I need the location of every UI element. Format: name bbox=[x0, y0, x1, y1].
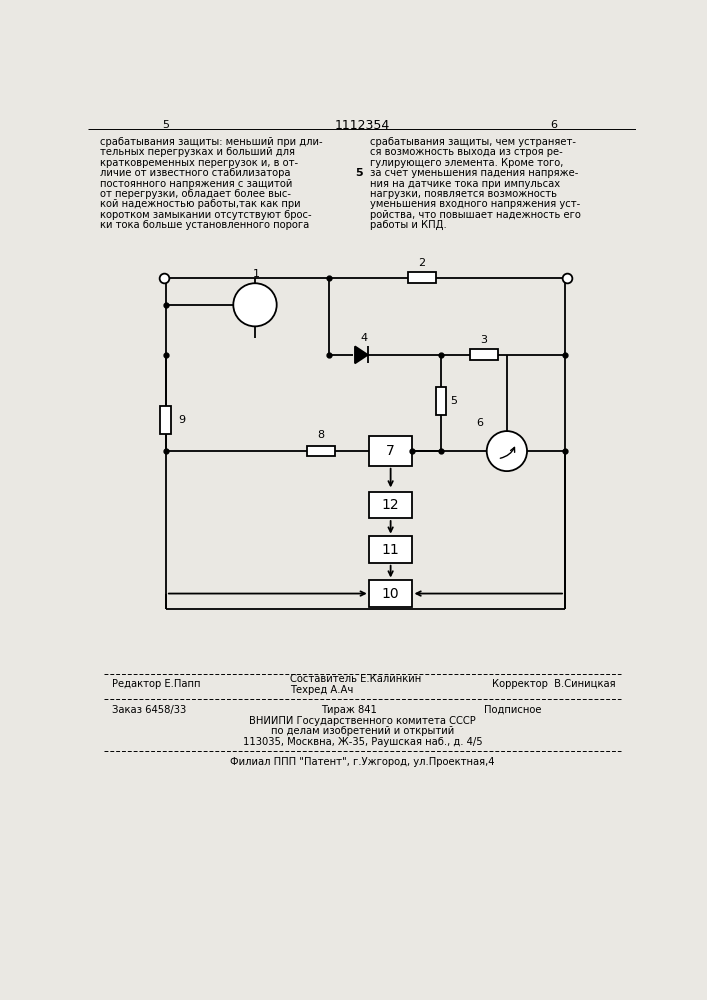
Text: срабатывания защиты: меньший при дли-: срабатывания защиты: меньший при дли- bbox=[100, 137, 322, 147]
Bar bbox=[436, 387, 446, 415]
Text: 3: 3 bbox=[480, 335, 487, 345]
Bar bbox=[160, 406, 171, 434]
Text: кой надежностью работы,так как при: кой надежностью работы,так как при bbox=[100, 199, 300, 209]
Text: личие от известного стабилизатора: личие от известного стабилизатора bbox=[100, 168, 291, 178]
Text: 5: 5 bbox=[163, 120, 170, 130]
Text: по делам изобретений и открытий: по делам изобретений и открытий bbox=[271, 726, 455, 736]
Text: Редактор Е.Папп: Редактор Е.Папп bbox=[112, 679, 200, 689]
Text: постоянного напряжения с защитой: постоянного напряжения с защитой bbox=[100, 179, 293, 189]
Text: 4: 4 bbox=[360, 333, 367, 343]
Bar bbox=[307, 446, 335, 456]
Text: от перегрузки, обладает более выс-: от перегрузки, обладает более выс- bbox=[100, 189, 291, 199]
Text: срабатывания защиты, чем устраняет-: срабатывания защиты, чем устраняет- bbox=[370, 137, 575, 147]
Text: Подписное: Подписное bbox=[484, 705, 541, 715]
Bar bbox=[369, 580, 412, 607]
Text: коротком замыкании отсутствуют брос-: коротком замыкании отсутствуют брос- bbox=[100, 210, 312, 220]
Text: 113035, Москвна, Ж-35, Раушская наб., д. 4/5: 113035, Москвна, Ж-35, Раушская наб., д.… bbox=[243, 737, 483, 747]
Text: 1112354: 1112354 bbox=[335, 119, 390, 132]
Text: Техред А.Ач: Техред А.Ач bbox=[290, 685, 354, 695]
Text: ВНИИПИ Государственного комитета СССР: ВНИИПИ Государственного комитета СССР bbox=[250, 716, 476, 726]
Text: 5: 5 bbox=[355, 168, 363, 178]
Text: ройства, что повышает надежность его: ройства, что повышает надежность его bbox=[370, 210, 580, 220]
Text: Филиал ППП "Патент", г.Ужгород, ул.Проектная,4: Филиал ППП "Патент", г.Ужгород, ул.Проек… bbox=[230, 757, 495, 767]
Text: 8: 8 bbox=[317, 430, 325, 440]
Text: 6: 6 bbox=[550, 120, 557, 130]
Text: 1: 1 bbox=[253, 269, 260, 279]
Polygon shape bbox=[355, 346, 368, 363]
Bar bbox=[469, 349, 498, 360]
Text: работы и КПД.: работы и КПД. bbox=[370, 220, 446, 230]
Circle shape bbox=[233, 283, 276, 326]
Bar bbox=[369, 436, 412, 466]
Text: 9: 9 bbox=[178, 415, 185, 425]
Text: Тираж 841: Тираж 841 bbox=[321, 705, 377, 715]
Text: 2: 2 bbox=[418, 258, 425, 268]
Circle shape bbox=[486, 431, 527, 471]
Text: кратковременных перегрузок и, в от-: кратковременных перегрузок и, в от- bbox=[100, 158, 298, 168]
Text: ки тока больше установленного порога: ки тока больше установленного порога bbox=[100, 220, 309, 230]
Text: 6: 6 bbox=[476, 418, 483, 428]
Text: Корректор  В.Синицкая: Корректор В.Синицкая bbox=[492, 679, 615, 689]
Text: Составитель Е.Калинкин: Составитель Е.Калинкин bbox=[290, 674, 421, 684]
Text: ся возможность выхода из строя ре-: ся возможность выхода из строя ре- bbox=[370, 147, 563, 157]
Text: 7: 7 bbox=[386, 444, 395, 458]
Text: ния на датчике тока при импульсах: ния на датчике тока при импульсах bbox=[370, 179, 560, 189]
Text: гулирующего элемента. Кроме того,: гулирующего элемента. Кроме того, bbox=[370, 158, 563, 168]
Text: Заказ 6458/33: Заказ 6458/33 bbox=[112, 705, 186, 715]
Text: 5: 5 bbox=[450, 396, 457, 406]
Text: нагрузки, появляется возможность: нагрузки, появляется возможность bbox=[370, 189, 556, 199]
Bar bbox=[369, 536, 412, 563]
Text: за счет уменьшения падения напряже-: за счет уменьшения падения напряже- bbox=[370, 168, 578, 178]
Text: тельных перегрузках и больший для: тельных перегрузках и больший для bbox=[100, 147, 295, 157]
Text: 11: 11 bbox=[382, 543, 399, 557]
Text: 12: 12 bbox=[382, 498, 399, 512]
Bar bbox=[369, 492, 412, 518]
Text: 10: 10 bbox=[382, 587, 399, 601]
Text: уменьшения входного напряжения уст-: уменьшения входного напряжения уст- bbox=[370, 199, 580, 209]
Bar bbox=[408, 272, 436, 283]
